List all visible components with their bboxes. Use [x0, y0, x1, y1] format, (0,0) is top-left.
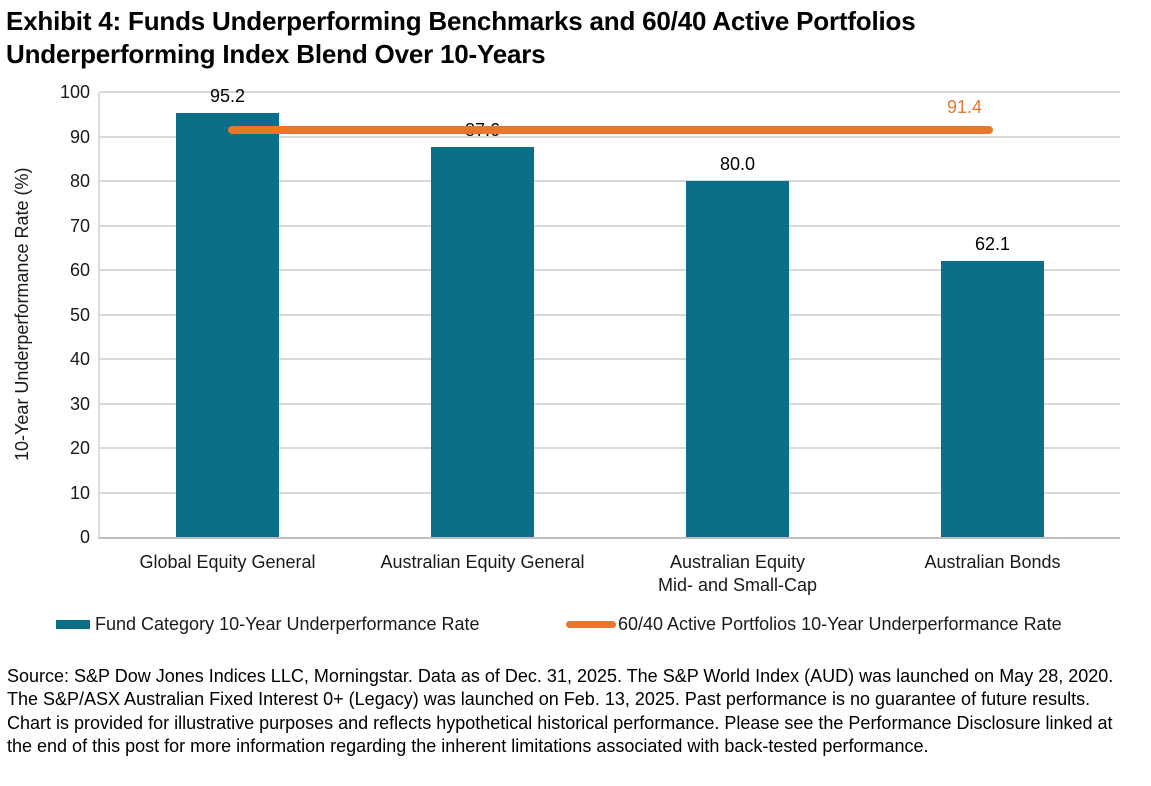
bar-series-swatch-icon — [56, 620, 90, 629]
legend-item-bar-series: Fund Category 10-Year Underperformance R… — [56, 614, 480, 635]
gridline-y-10 — [100, 491, 1120, 494]
gridline-y-60 — [100, 269, 1120, 271]
bar-value-label-0: 95.2 — [209, 86, 246, 107]
y-tick-label-70: 70 — [69, 215, 90, 236]
category-label-2: Australian Equity Mid- and Small-Cap — [657, 552, 818, 595]
plot-area: 010203040506070809010095.287.680.062.1Gl… — [60, 82, 1120, 595]
y-tick-label-60: 60 — [69, 260, 90, 280]
y-tick-label-20: 20 — [69, 438, 90, 458]
category-label-3: Australian Bonds — [924, 552, 1061, 572]
source-disclosure-text: Source: S&P Dow Jones Indices LLC, Morni… — [7, 666, 1114, 757]
line-series-swatch-icon — [566, 621, 616, 628]
category-label-0: Global Equity General — [139, 552, 316, 572]
bar-3 — [941, 260, 1044, 537]
category-label-1: Australian Equity General — [380, 552, 585, 572]
y-tick-label-40: 40 — [69, 349, 90, 369]
y-axis-title: 10-Year Underperformance Rate (%) — [12, 167, 32, 462]
gridline-y-30 — [100, 402, 1120, 405]
gridline-y-80 — [100, 180, 1120, 182]
gridline-y-70 — [100, 224, 1120, 227]
bar-value-label-2: 80.0 — [719, 154, 756, 174]
gridline-y-100 — [100, 91, 1120, 93]
legend-label-bar-series: Fund Category 10-Year Underperformance R… — [95, 614, 480, 634]
gridline-y-50 — [100, 313, 1120, 316]
chart-title: Exhibit 4: Funds Underperforming Benchma… — [6, 6, 916, 69]
bar-1 — [431, 147, 534, 537]
gridline-y-90 — [100, 135, 1120, 138]
legend-item-line-series: 60/40 Active Portfolios 10-Year Underper… — [566, 614, 1062, 635]
bar-value-label-3: 62.1 — [974, 233, 1011, 254]
line-value-label: 91.4 — [946, 97, 983, 118]
y-tick-label-50: 50 — [69, 304, 90, 325]
y-tick-label-0: 0 — [79, 527, 90, 547]
bar-2 — [686, 181, 789, 537]
y-tick-label-90: 90 — [69, 126, 90, 147]
legend: Fund Category 10-Year Underperformance R… — [0, 614, 1151, 642]
benchmark-line — [227, 126, 993, 135]
y-tick-label-80: 80 — [69, 171, 90, 191]
y-tick-label-10: 10 — [69, 482, 90, 503]
y-tick-label-30: 30 — [69, 393, 90, 414]
y-tick-label-100: 100 — [59, 82, 90, 102]
gridline-y-40 — [100, 358, 1120, 360]
gridline-y-20 — [100, 447, 1120, 449]
legend-label-line-series: 60/40 Active Portfolios 10-Year Underper… — [618, 614, 1062, 634]
bar-0 — [176, 113, 279, 537]
